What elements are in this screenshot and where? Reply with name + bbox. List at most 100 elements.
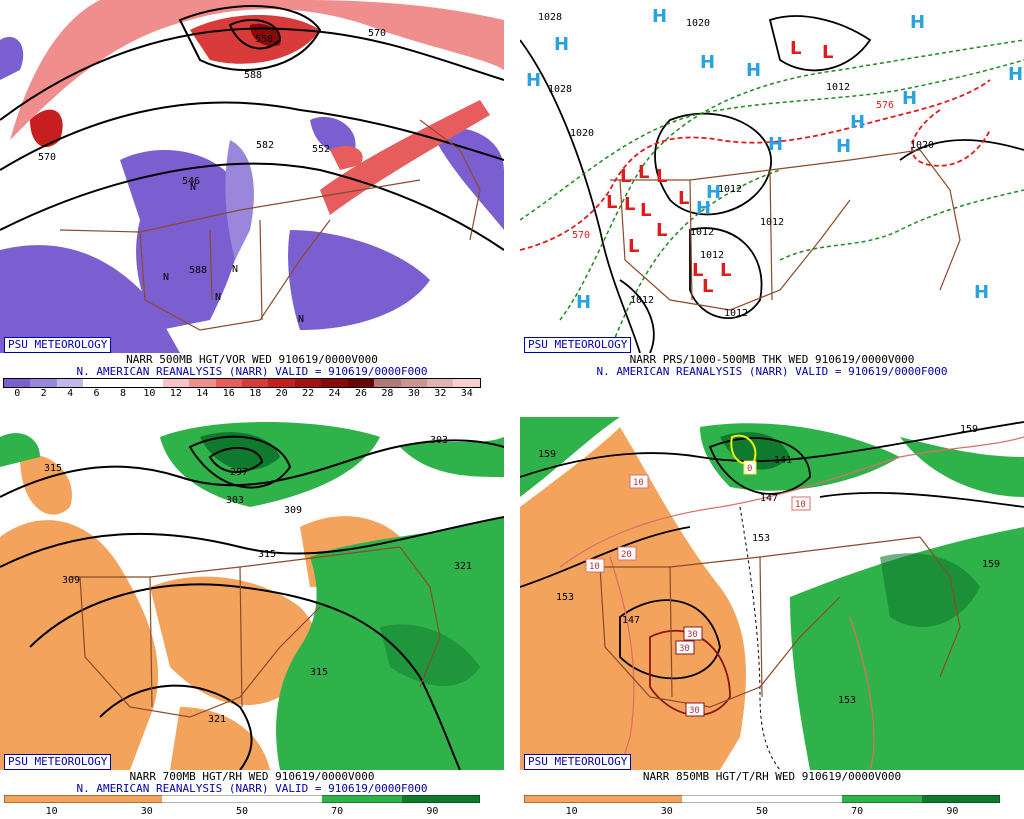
map-caption: NARR 850MB HGT/T/RH WED 910619/0000V000 (642, 770, 902, 783)
colorbar-swatch (347, 379, 375, 387)
temp-label-box: 30 (685, 702, 705, 717)
panel-500mb-vorticity: 570 588 558 570 582 588 546 552 N N N N … (0, 0, 504, 399)
colorbar-tick-label: 16 (222, 388, 235, 399)
high-pressure-symbol: H (850, 112, 865, 133)
temp-label-box: 10 (791, 496, 811, 511)
psu-meteorology-label: PSU METEOROLOGY (524, 754, 632, 770)
high-pressure-symbol: H (700, 52, 715, 73)
colorbar-tick-label: 34 (460, 388, 473, 399)
isobar-label: 1012 (690, 227, 714, 238)
low-pressure-symbol: L (656, 220, 667, 241)
high-pressure-symbol: H (1008, 64, 1023, 85)
map-caption: NARR 700MB HGT/RH WED 910619/0000V000 (129, 770, 375, 783)
panel-850mb-temp-rh: 159 141 147 153 153 147 159 159 153 10 1… (520, 417, 1024, 807)
colorbar-tick-label: 26 (354, 388, 368, 399)
contour-label: 552 (312, 144, 330, 155)
high-pressure-symbol: H (554, 34, 569, 55)
contour-label: 153 (752, 533, 770, 544)
colorbar-tick-label: 10 (143, 388, 156, 399)
high-pressure-symbol: H (902, 88, 917, 109)
contour-label: 546 (182, 176, 200, 187)
temp-label-box: 30 (683, 626, 703, 641)
map-subcaption: N. AMERICAN REANALYSIS (NARR) VALID = 91… (596, 365, 948, 378)
low-pressure-symbol: L (822, 42, 833, 63)
contour-label: 303 (226, 495, 244, 506)
vorticity-colorbar (3, 378, 481, 388)
isobar-label: 1028 (538, 12, 562, 23)
temp-label-box: 10 (585, 558, 605, 573)
temp-label-box: 0 (743, 460, 757, 475)
panel-sea-level-pressure-thickness: H H H H H H H H H H H H H H H L L L L L … (520, 0, 1024, 390)
colorbar-tick-label: 8 (119, 388, 127, 399)
map-subcaption: N. AMERICAN REANALYSIS (NARR) VALID = 91… (76, 365, 428, 378)
low-pressure-symbol: L (702, 276, 713, 297)
colorbar-tick-label: 10 (565, 806, 578, 817)
colorbar-tick-label: 2 (40, 388, 47, 399)
low-pressure-symbol: L (620, 166, 631, 187)
psu-meteorology-label: PSU METEOROLOGY (4, 754, 112, 770)
high-pressure-symbol: H (526, 70, 541, 91)
isobar-label: 1012 (826, 82, 850, 93)
vort-max-label: N (215, 292, 221, 303)
isobar-label: 1012 (700, 250, 724, 261)
colorbar-swatch (56, 379, 84, 387)
high-pressure-symbol: H (576, 292, 591, 313)
map-pressure-thickness: H H H H H H H H H H H H H H H L L L L L … (520, 0, 1024, 353)
high-pressure-symbol: H (706, 182, 721, 203)
colorbar-swatch (136, 379, 163, 387)
contour-label: 321 (208, 714, 226, 725)
contour-label: 315 (310, 667, 328, 678)
colorbar-tick-label: 18 (249, 388, 262, 399)
temp-label: 30 (689, 706, 700, 716)
high-pressure-symbol: H (910, 12, 925, 33)
contour-label: 570 (368, 28, 386, 39)
contour-label: 315 (258, 549, 276, 560)
rh-colorbar-ticks-700mb: 10 30 50 70 90 (4, 806, 480, 818)
contour-label: 153 (556, 592, 574, 603)
colorbar-swatch (189, 379, 216, 387)
temp-label: 20 (621, 550, 632, 560)
contour-label: 159 (960, 424, 978, 435)
contour-label: 588 (189, 265, 207, 276)
colorbar-swatch (162, 379, 190, 387)
low-pressure-symbol: L (638, 162, 649, 183)
colorbar-tick-label: 12 (169, 388, 182, 399)
colorbar-tick-label: 6 (93, 388, 100, 399)
colorbar-swatch (30, 379, 57, 387)
colorbar-tick-label: 24 (328, 388, 341, 399)
contour-label: 303 (430, 435, 448, 446)
temp-label-box: 10 (629, 474, 649, 489)
contour-label: 315 (44, 463, 62, 474)
isobar-label: 1012 (718, 184, 742, 195)
temp-label-box: 30 (675, 640, 695, 655)
contour-label: 582 (256, 140, 274, 151)
colorbar-tick-label: 50 (755, 806, 769, 817)
isobar-label: 1020 (686, 18, 710, 29)
psu-meteorology-label: PSU METEOROLOGY (524, 337, 632, 353)
contour-label: 309 (62, 575, 80, 586)
low-pressure-symbol: L (720, 260, 731, 281)
high-pressure-symbol: H (768, 134, 783, 155)
low-pressure-symbol: L (606, 192, 617, 213)
vorticity-colorbar-ticks: 0 2 4 6 8 10 12 14 16 18 20 22 24 26 28 30 32 34 (4, 388, 480, 400)
contour-label: 570 (38, 152, 56, 163)
map-700mb-rh: 315 297 303 309 315 309 321 315 321 303 (0, 417, 504, 770)
rh-colorbar-850mb (524, 795, 1000, 803)
rh-colorbar-ticks-850mb: 10 30 50 70 90 (524, 806, 1000, 818)
isobar-label: 1012 (760, 217, 784, 228)
contour-label: 558 (255, 34, 273, 45)
contour-label: 147 (622, 615, 640, 626)
temp-label: 10 (633, 478, 644, 488)
contour-label: 588 (244, 70, 262, 81)
colorbar-swatch (109, 379, 137, 387)
map-subcaption: N. AMERICAN REANALYSIS (NARR) VALID = 91… (76, 782, 428, 795)
vort-max-label: N (232, 264, 238, 275)
colorbar-tick-label: 30 (660, 806, 673, 817)
temp-label: 30 (687, 630, 698, 640)
isobar-label: 1028 (548, 84, 572, 95)
vort-max-label: N (163, 272, 169, 283)
contour-label: 147 (760, 493, 778, 504)
colorbar-swatch (321, 379, 348, 387)
colorbar-tick-label: 90 (946, 806, 959, 817)
panel-700mb-rh: 315 297 303 309 315 309 321 315 321 303 … (0, 417, 504, 807)
